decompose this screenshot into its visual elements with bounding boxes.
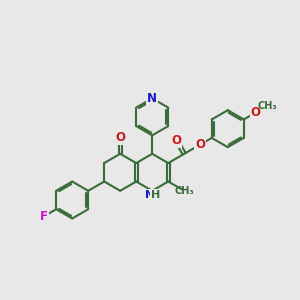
Text: N: N <box>147 92 157 105</box>
Text: O: O <box>195 138 205 151</box>
Text: O: O <box>251 106 261 119</box>
Text: F: F <box>40 210 48 223</box>
Text: O: O <box>115 131 125 144</box>
Text: N: N <box>145 190 154 200</box>
Text: CH₃: CH₃ <box>258 101 277 111</box>
Text: H: H <box>151 190 160 200</box>
Text: O: O <box>171 134 182 147</box>
Text: CH₃: CH₃ <box>175 186 194 196</box>
